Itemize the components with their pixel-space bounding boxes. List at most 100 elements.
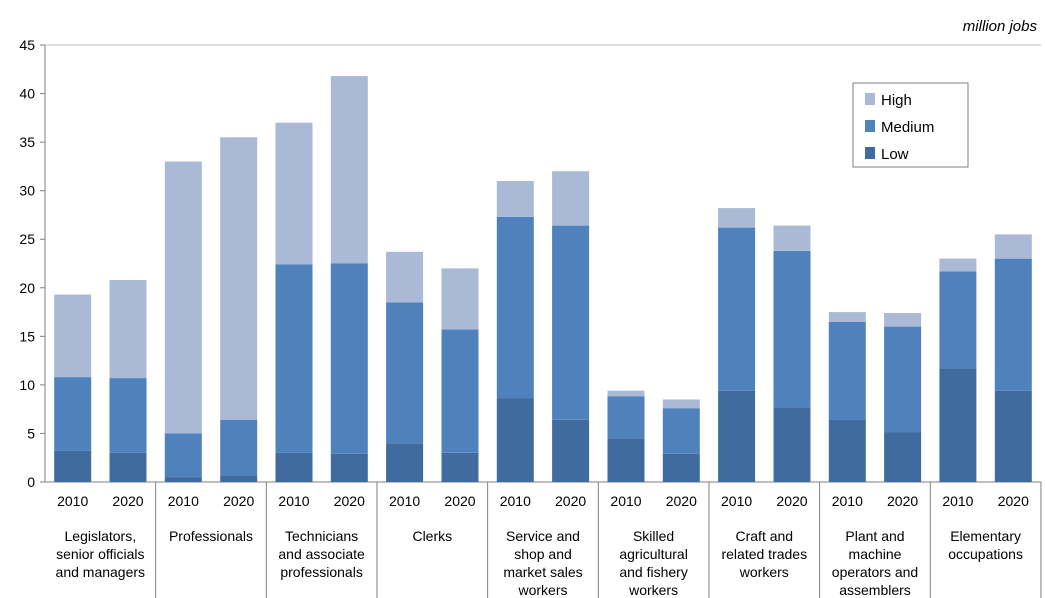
y-tick-label: 0	[27, 474, 35, 490]
bar-segment-high	[220, 137, 258, 420]
bar-segment-high	[607, 390, 645, 397]
category-label: Skilled agricultural and fishery workers	[619, 528, 687, 598]
x-tick-year-label: 2020	[334, 493, 365, 509]
category-label-line: and associate	[278, 546, 365, 562]
x-tick-year-label: 2020	[666, 493, 697, 509]
x-tick-year-label: 2010	[721, 493, 752, 509]
plot-axes: 0 5 10 15 20 25 30 35 40 45	[19, 37, 1041, 490]
bar-segment-medium	[607, 396, 645, 439]
unit-label: million jobs	[963, 18, 1038, 35]
bar-segment-medium	[109, 378, 147, 453]
bar-segment-low	[828, 419, 866, 482]
legend-swatch-high	[865, 93, 875, 105]
bar-segment-low	[275, 452, 313, 482]
category-label-line: workers	[628, 582, 678, 598]
legend-swatch-low	[865, 147, 875, 159]
category-label-line: Clerks	[412, 528, 452, 544]
x-tick-year-label: 2010	[832, 493, 863, 509]
category-label: Plant and machine operators and assemblers	[832, 528, 918, 598]
category-label-line: Professionals	[169, 528, 253, 544]
bar-segment-high	[939, 258, 977, 272]
category-label-line: professionals	[280, 564, 363, 580]
legend-label-medium: Medium	[881, 119, 934, 136]
x-tick-year-label: 2020	[112, 493, 143, 509]
bar-segment-high	[164, 161, 202, 434]
bar-segment-low	[994, 390, 1032, 482]
category-label: Legislators, senior officials and managers	[56, 528, 146, 580]
bar-segment-low	[330, 453, 368, 482]
category-label-line: Elementary	[950, 528, 1021, 544]
y-tick-label: 25	[19, 231, 35, 247]
bar-segment-low	[220, 475, 258, 482]
y-tick-label: 40	[19, 86, 35, 102]
y-tick-label: 15	[19, 328, 35, 344]
category-label: Technicians and associate professionals	[278, 528, 365, 580]
bar-segment-medium	[884, 326, 922, 433]
category-label: Elementary occupations	[948, 528, 1023, 562]
bar-segment-medium	[54, 377, 92, 451]
legend: High Medium Low	[852, 82, 969, 168]
x-tick-year-label: 2020	[998, 493, 1029, 509]
category-label-line: market sales	[503, 564, 582, 580]
x-tick-year-label: 2010	[942, 493, 973, 509]
x-tick-year-label: 2010	[168, 493, 199, 509]
category-label-line: operators and	[832, 564, 918, 580]
category-label-line: Service and	[506, 528, 580, 544]
bar-segment-low	[441, 452, 479, 482]
category-label-line: Plant and	[845, 528, 904, 544]
bar-segment-medium	[662, 408, 700, 454]
bar-segment-medium	[828, 321, 866, 420]
category-label-line: and managers	[56, 564, 146, 580]
bar-segment-high	[441, 268, 479, 330]
bar-segment-medium	[330, 263, 368, 454]
bar-segment-medium	[441, 329, 479, 453]
bar-segment-high	[994, 234, 1032, 259]
category-label-line: Technicians	[285, 528, 358, 544]
bar-segment-medium	[552, 225, 590, 420]
category-label-line: machine	[849, 546, 902, 562]
category-label-line: assemblers	[839, 582, 911, 598]
y-tick-label: 5	[27, 425, 35, 441]
bar-segment-low	[939, 368, 977, 482]
category-label: Clerks	[412, 528, 452, 544]
x-tick-year-label: 2010	[610, 493, 641, 509]
bar-segment-low	[773, 407, 811, 482]
category-label-line: Legislators,	[65, 528, 137, 544]
x-tick-year-label: 2010	[57, 493, 88, 509]
x-tick-year-label: 2010	[389, 493, 420, 509]
category-label-line: Skilled	[633, 528, 674, 544]
category-label-line: and fishery	[619, 564, 687, 580]
bar-segment-medium	[718, 227, 756, 391]
bar-segment-low	[164, 477, 202, 482]
x-tick-year-label: 2020	[776, 493, 807, 509]
category-label: Professionals	[169, 528, 253, 544]
y-tick-label: 35	[19, 134, 35, 150]
bar-segment-low	[662, 453, 700, 482]
bar-segment-medium	[164, 433, 202, 478]
bar-segment-medium	[939, 271, 977, 369]
legend-swatch-medium	[865, 120, 875, 132]
x-tick-year-label: 2020	[223, 493, 254, 509]
legend-label-high: High	[881, 92, 912, 109]
bar-segment-high	[718, 208, 756, 228]
category-label-line: occupations	[948, 546, 1023, 562]
bar-segment-high	[386, 251, 424, 303]
category-label: Craft and related trades workers	[721, 528, 807, 580]
x-tick-year-label: 2020	[444, 493, 475, 509]
x-tick-year-label: 2020	[555, 493, 586, 509]
x-tick-year-label: 2020	[887, 493, 918, 509]
bar-segment-high	[109, 280, 147, 379]
bar-segment-medium	[994, 258, 1032, 391]
x-tick-year-label: 2010	[278, 493, 309, 509]
bar-segment-high	[828, 312, 866, 322]
bar-segment-low	[109, 452, 147, 482]
legend-label-low: Low	[881, 146, 909, 163]
x-tick-year-label: 2010	[500, 493, 531, 509]
bar-segment-low	[496, 398, 534, 482]
bar-segment-low	[54, 450, 92, 482]
bars	[54, 76, 1032, 482]
bar-segment-low	[718, 390, 756, 482]
bar-segment-low	[884, 432, 922, 482]
bar-segment-medium	[220, 419, 258, 476]
